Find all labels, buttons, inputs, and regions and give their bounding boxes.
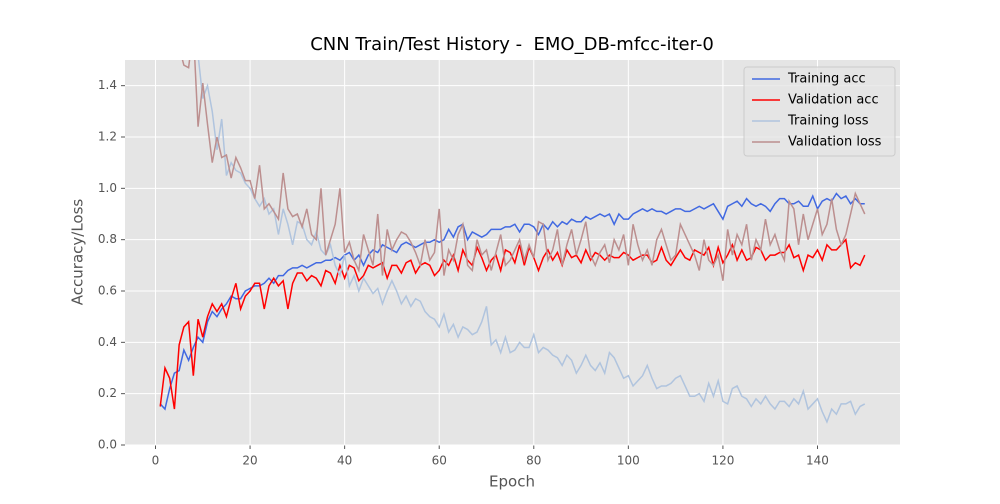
y-tick-label: 1.0 bbox=[98, 181, 117, 195]
series-line bbox=[159, 192, 865, 411]
y-tick-label: 1.2 bbox=[98, 130, 117, 144]
x-tick-label: 60 bbox=[432, 454, 447, 468]
y-tick-label: 0.4 bbox=[98, 335, 117, 349]
y-tick-label: 0.8 bbox=[98, 232, 117, 246]
x-axis-label: Epoch bbox=[489, 473, 535, 491]
y-tick-label: 0.2 bbox=[98, 386, 117, 400]
x-tick-label: 100 bbox=[617, 454, 640, 468]
lines bbox=[159, 60, 866, 424]
series-line bbox=[181, 60, 866, 281]
series-line bbox=[159, 238, 866, 410]
x-tick-label: 40 bbox=[337, 454, 352, 468]
legend: Training acc Validation acc Training loss V… bbox=[743, 66, 896, 157]
chart-title: CNN Train/Test History - EMO_DB-mfcc-ite… bbox=[310, 34, 714, 55]
y-tick-label: 0.6 bbox=[98, 284, 117, 298]
x-tick-label: 80 bbox=[526, 454, 541, 468]
legend-label: Validation acc bbox=[788, 93, 879, 108]
grid: 0 20 40 60 80 100 120 140 0.0 0.2 0.4 0.6 0.8 1.0 1.2 1… bbox=[98, 60, 900, 468]
x-tick-label: 140 bbox=[806, 454, 829, 468]
x-tick-label: 120 bbox=[711, 454, 734, 468]
x-tick-label: 20 bbox=[242, 454, 257, 468]
y-tick-label: 1.4 bbox=[98, 78, 117, 92]
legend-label: Validation loss bbox=[788, 135, 882, 150]
y-axis-label: Accuracy/Loss bbox=[69, 199, 87, 306]
legend-label: Training loss bbox=[787, 114, 869, 129]
legend-box bbox=[743, 66, 896, 157]
y-tick-label: 0.0 bbox=[98, 438, 117, 452]
series-line bbox=[197, 60, 866, 424]
legend-label: Training acc bbox=[787, 72, 866, 87]
x-tick-label: 0 bbox=[152, 454, 160, 468]
